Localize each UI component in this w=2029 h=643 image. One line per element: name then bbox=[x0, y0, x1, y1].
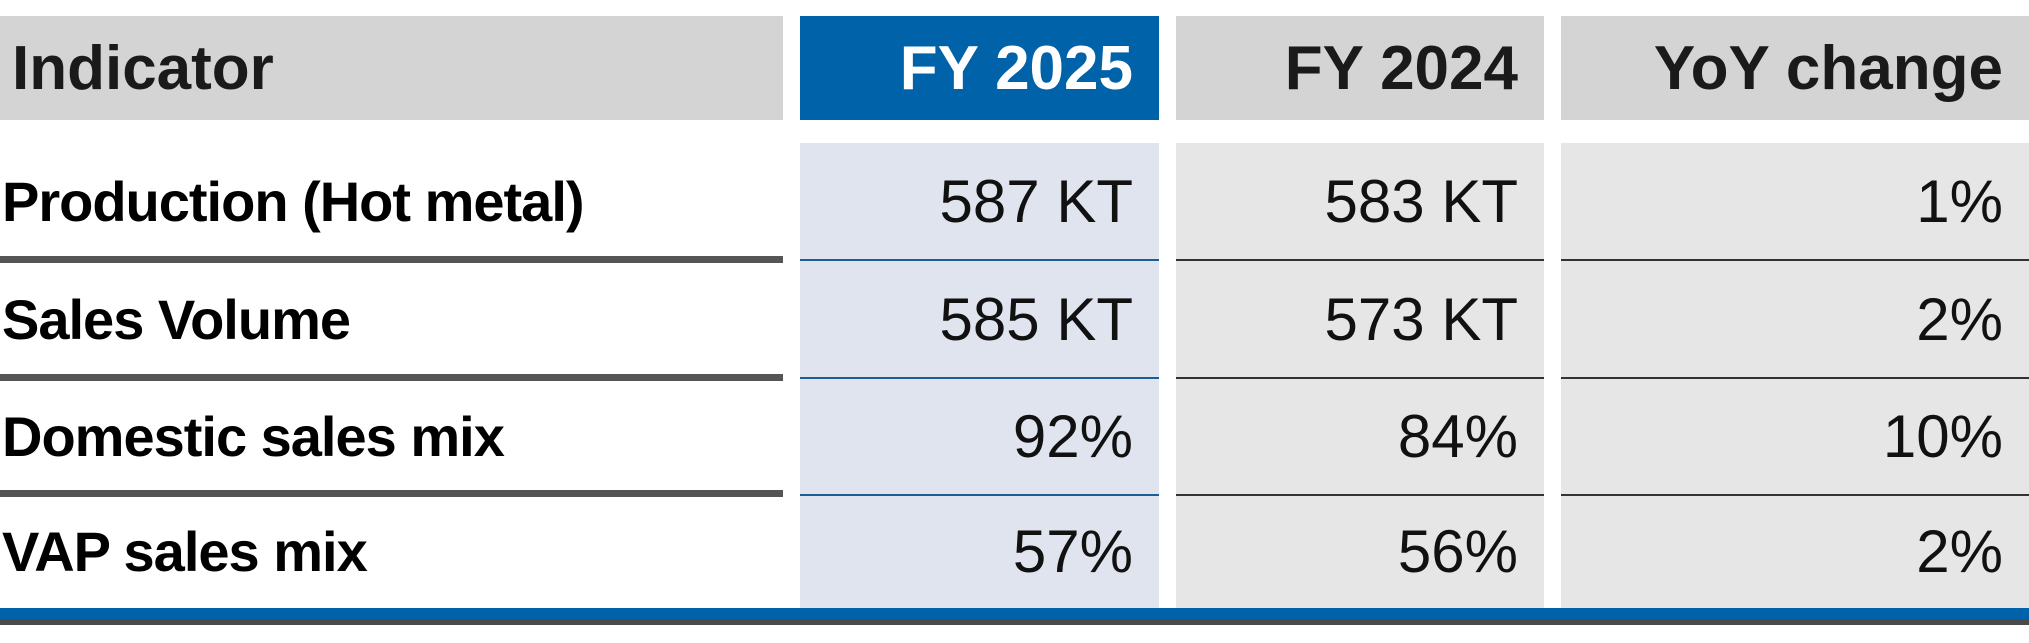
fy2024-value: 573 KT bbox=[1324, 285, 1518, 353]
table-row: Domestic sales mix 92% 84% 10% bbox=[0, 378, 2029, 494]
fy2025-value: 92% bbox=[1012, 402, 1133, 470]
fy2025-value: 587 KT bbox=[939, 167, 1133, 235]
yoy-value: 1% bbox=[1916, 167, 2003, 235]
row-label: Sales Volume bbox=[2, 287, 351, 351]
table-bottom-shadow bbox=[0, 619, 2029, 625]
row-divider bbox=[800, 494, 1159, 496]
row-divider bbox=[0, 490, 783, 497]
row-label: Production (Hot metal) bbox=[2, 169, 585, 233]
header-yoy-change: YoY change bbox=[1561, 16, 2029, 120]
fy2024-value: 84% bbox=[1397, 402, 1518, 470]
row-divider bbox=[1176, 259, 1544, 261]
table-row: VAP sales mix 57% 56% 2% bbox=[0, 493, 2029, 609]
fy2024-value: 56% bbox=[1397, 517, 1518, 585]
table-row: Production (Hot metal) 587 KT 583 KT 1% bbox=[0, 143, 2029, 259]
row-divider bbox=[1561, 494, 2029, 496]
header-indicator: Indicator bbox=[0, 16, 783, 120]
row-divider bbox=[0, 374, 783, 381]
fy2025-value: 57% bbox=[1012, 517, 1133, 585]
row-divider bbox=[0, 256, 783, 263]
row-divider bbox=[800, 259, 1159, 261]
fy2024-column-background bbox=[1176, 143, 1544, 608]
row-divider bbox=[1176, 377, 1544, 379]
row-divider bbox=[1176, 494, 1544, 496]
fy2025-value: 585 KT bbox=[939, 285, 1133, 353]
row-label: Domestic sales mix bbox=[2, 404, 505, 468]
row-divider bbox=[800, 377, 1159, 379]
table-bottom-border bbox=[0, 608, 2029, 619]
yoy-column-background bbox=[1561, 143, 2029, 608]
fy2025-column-background bbox=[800, 143, 1159, 608]
yoy-value: 2% bbox=[1916, 285, 2003, 353]
header-fy2024: FY 2024 bbox=[1176, 16, 1544, 120]
fy2024-value: 583 KT bbox=[1324, 167, 1518, 235]
header-fy2025: FY 2025 bbox=[800, 16, 1159, 120]
row-label: VAP sales mix bbox=[2, 519, 368, 583]
yoy-value: 2% bbox=[1916, 517, 2003, 585]
yoy-value: 10% bbox=[1882, 402, 2003, 470]
table-row: Sales Volume 585 KT 573 KT 2% bbox=[0, 261, 2029, 377]
row-divider bbox=[1561, 259, 2029, 261]
row-divider bbox=[1561, 377, 2029, 379]
